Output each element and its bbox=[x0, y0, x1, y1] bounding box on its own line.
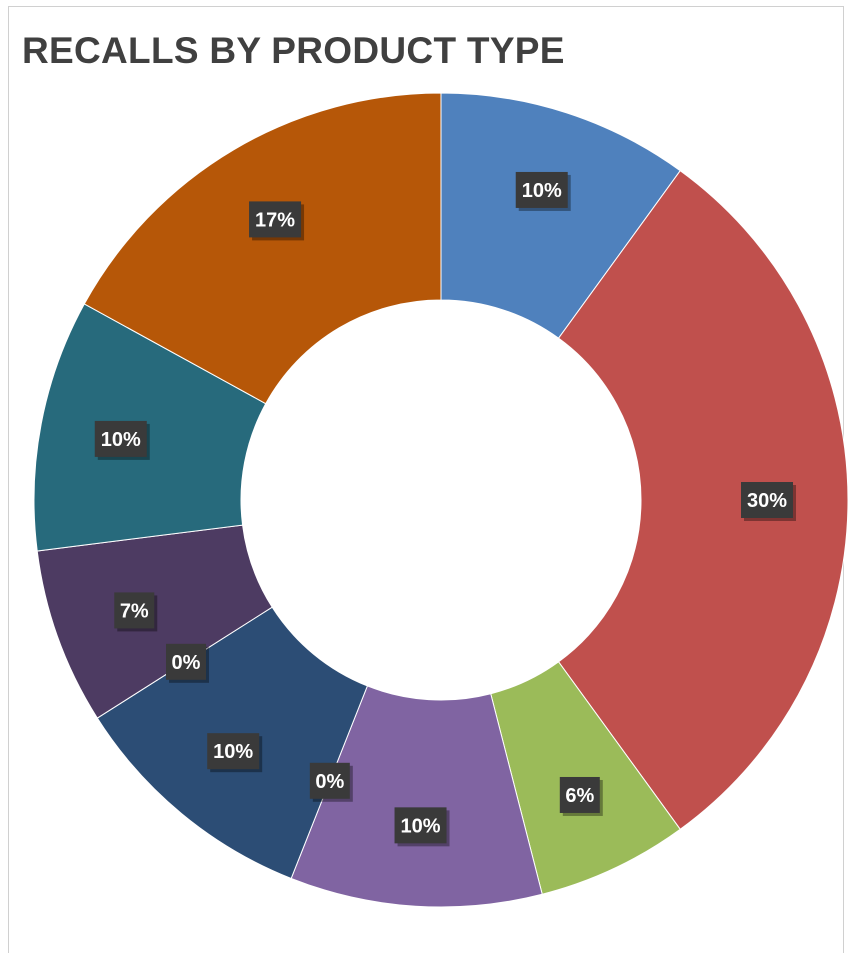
donut-slice bbox=[557, 170, 848, 830]
donut-slice bbox=[440, 92, 681, 339]
data-label: 7% bbox=[114, 592, 158, 632]
donut-slice bbox=[290, 685, 543, 908]
data-label-text: 6% bbox=[565, 785, 594, 807]
data-label: 30% bbox=[741, 482, 796, 521]
data-label-text: 0% bbox=[315, 771, 344, 793]
data-label: 10% bbox=[94, 420, 150, 460]
data-label: 6% bbox=[559, 776, 603, 816]
donut-slice bbox=[83, 92, 442, 405]
data-label: 17% bbox=[249, 201, 305, 241]
data-label-text: 10% bbox=[101, 429, 141, 451]
donut-slice bbox=[33, 303, 267, 552]
chart-title: RECALLS BY PRODUCT TYPE bbox=[22, 30, 565, 71]
data-label-text: 10% bbox=[522, 180, 562, 202]
data-labels: 10% 30% 6% 10% 0% 10% 0% 7% 10% 17% bbox=[94, 171, 796, 847]
data-label: 10% bbox=[207, 733, 263, 773]
data-label: 0% bbox=[309, 762, 353, 802]
data-label-text: 30% bbox=[747, 490, 787, 512]
data-label-text: 17% bbox=[255, 209, 295, 231]
data-label-text: 7% bbox=[120, 600, 149, 622]
data-label-text: 10% bbox=[401, 815, 441, 837]
data-label: 0% bbox=[166, 643, 210, 683]
data-label: 10% bbox=[394, 807, 450, 847]
data-label-text: 0% bbox=[172, 652, 201, 674]
donut-slices bbox=[33, 92, 848, 908]
data-label: 10% bbox=[515, 171, 571, 211]
data-label-text: 10% bbox=[213, 741, 253, 763]
